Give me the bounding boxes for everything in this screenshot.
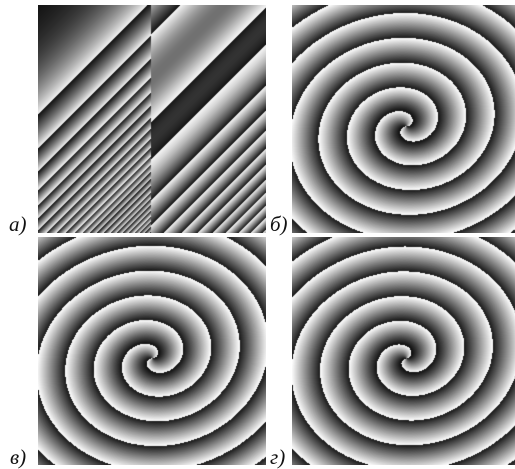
panel-d-label: г) <box>270 445 286 469</box>
panel-c-label: в) <box>10 445 27 469</box>
panel-c-spiral-phase-image <box>38 237 266 465</box>
spiral-phase-canvas <box>292 237 515 465</box>
panel-d-spiral-phase-image <box>292 237 515 465</box>
panel-b-spiral-phase-image <box>292 5 515 233</box>
panel-a-label: а) <box>9 212 27 236</box>
spiral-phase-canvas <box>38 237 266 465</box>
spiral-phase-canvas <box>292 5 515 233</box>
linear-fringe-canvas <box>38 5 266 233</box>
panel-b-label: б) <box>270 212 288 236</box>
panel-a-linear-fringe-image <box>38 5 266 233</box>
